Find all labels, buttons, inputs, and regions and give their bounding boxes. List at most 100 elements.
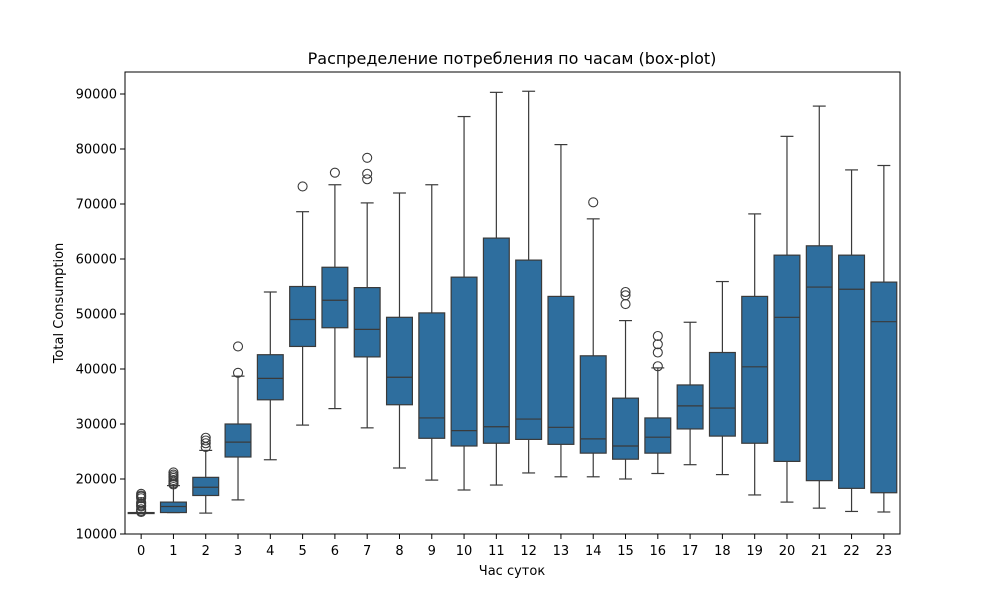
box-hour-17: [676, 321, 704, 466]
box-hour-9: [418, 184, 446, 481]
x-tick-label: 16: [650, 544, 667, 559]
y-axis-label: Total Consumption: [52, 243, 67, 365]
outlier-point: [232, 341, 244, 352]
box-iqr: [256, 354, 284, 401]
box-iqr: [870, 281, 898, 494]
x-tick-label: 12: [520, 544, 537, 559]
box-iqr: [385, 316, 413, 406]
x-tick-label: 11: [488, 544, 505, 559]
x-tick-label: 5: [298, 544, 306, 559]
box-hour-4: [256, 291, 284, 461]
outlier-point: [652, 347, 663, 358]
box-hour-20: [773, 135, 801, 503]
box-hour-6: [321, 167, 349, 410]
box-iqr: [644, 417, 672, 454]
x-tick-label: 0: [137, 544, 145, 559]
box-hour-21: [805, 105, 833, 509]
box-hour-1: [159, 467, 187, 514]
x-tick-label: 20: [779, 544, 796, 559]
outlier-point: [200, 435, 211, 446]
box-hour-14: [579, 197, 607, 478]
box-iqr: [805, 245, 833, 482]
y-tick-label: 70000: [76, 198, 117, 213]
x-tick-label: 19: [746, 544, 763, 559]
box-hour-15: [612, 286, 640, 480]
box-iqr: [159, 501, 187, 514]
box-iqr: [482, 237, 510, 444]
plot-frame: [124, 71, 901, 535]
y-tick-label: 60000: [76, 253, 117, 268]
box-iqr: [741, 295, 769, 444]
x-tick-label: 1: [169, 544, 177, 559]
outlier-point: [232, 367, 244, 378]
box-hour-5: [289, 181, 317, 426]
box-hour-22: [838, 169, 866, 513]
x-tick-label: 21: [811, 544, 828, 559]
x-tick-label: 6: [331, 544, 339, 559]
outlier-point: [652, 361, 663, 372]
box-hour-23: [870, 164, 898, 513]
x-axis-label: Час суток: [479, 564, 546, 579]
x-tick-label: 2: [202, 544, 210, 559]
plot-area: [127, 90, 898, 518]
y-axis: 10000 20000 30000 40000 50000 60000 70000 80000…: [76, 88, 125, 543]
box-hour-8: [385, 192, 413, 469]
outlier-point: [297, 181, 308, 192]
y-tick-label: 40000: [76, 363, 117, 378]
outlier-point: [620, 299, 631, 310]
x-tick-label: 8: [395, 544, 403, 559]
box-iqr: [708, 351, 736, 437]
outlier-point: [620, 286, 631, 298]
x-tick-label: 4: [266, 544, 274, 559]
box-hour-19: [741, 213, 769, 496]
box-hour-13: [547, 144, 575, 478]
box-iqr: [321, 266, 349, 329]
box-iqr: [515, 259, 543, 441]
x-tick-label: 7: [363, 544, 371, 559]
x-tick-label: 18: [714, 544, 731, 559]
outlier-point: [136, 501, 147, 512]
box-hour-3: [224, 341, 252, 501]
box-hour-12: [515, 90, 543, 474]
x-tick-label: 10: [456, 544, 473, 559]
box-iqr: [547, 295, 575, 445]
box-hour-16: [644, 330, 672, 475]
outlier-point: [168, 479, 179, 490]
box-iqr: [418, 312, 446, 439]
outlier-point: [362, 168, 373, 179]
x-axis: 0 1 2 3 4 5 6 7 8 9 10 11 12 13 14 15 16 17 18 19 20 21 22 23: [137, 534, 892, 559]
box-hour-10: [450, 115, 478, 491]
box-iqr: [289, 285, 317, 348]
y-tick-label: 20000: [76, 473, 117, 488]
outlier-point: [329, 167, 340, 178]
outlier-point: [362, 174, 373, 185]
y-tick-label: 50000: [76, 308, 117, 323]
box-iqr: [353, 287, 381, 358]
x-tick-label: 3: [234, 544, 242, 559]
box-hour-11: [482, 91, 510, 486]
outlier-point: [652, 339, 663, 350]
outlier-point: [200, 438, 211, 449]
chart-title: Распределение потребления по часам (box-…: [308, 49, 717, 68]
box-hour-2: [192, 432, 220, 514]
box-iqr: [773, 254, 801, 462]
x-tick-label: 14: [585, 544, 602, 559]
outlier-point: [362, 152, 373, 163]
box-iqr: [838, 254, 866, 489]
box-iqr: [676, 384, 704, 430]
x-tick-label: 23: [876, 544, 893, 559]
outlier-point: [588, 197, 599, 208]
x-tick-label: 15: [617, 544, 634, 559]
x-tick-label: 17: [682, 544, 699, 559]
y-tick-label: 10000: [76, 528, 117, 543]
box-hour-18: [708, 280, 736, 476]
outlier-point: [136, 493, 147, 504]
box-iqr: [579, 355, 607, 454]
box-hour-0: [127, 488, 155, 518]
outlier-point: [200, 442, 211, 453]
outlier-point: [652, 330, 663, 342]
x-tick-label: 22: [843, 544, 860, 559]
y-tick-label: 90000: [76, 88, 117, 103]
y-tick-label: 80000: [76, 143, 117, 158]
